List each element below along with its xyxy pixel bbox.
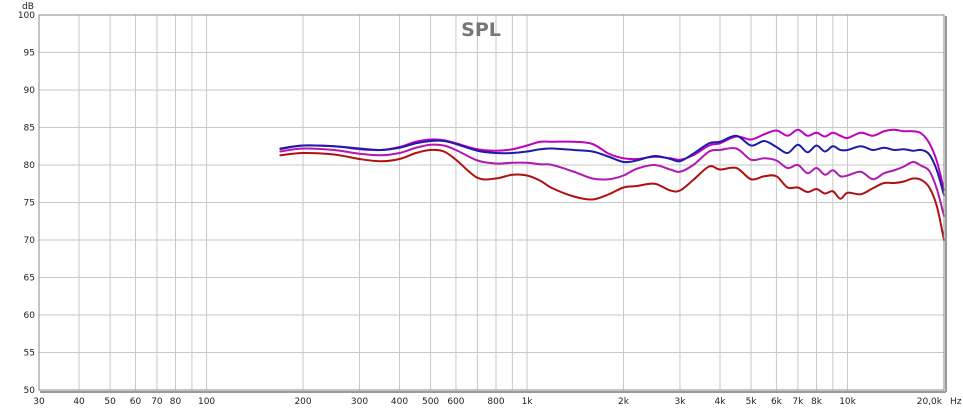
x-tick-label: 300 <box>351 397 368 407</box>
chart-title: SPL <box>461 19 501 41</box>
x-tick-label: 6k <box>771 397 783 407</box>
x-tick-label: 600 <box>447 397 464 407</box>
x-tick-label: 10k <box>839 397 856 407</box>
x-tick-label: 4k <box>715 397 727 407</box>
y-tick-label: 70 <box>24 236 36 246</box>
series-line-4 <box>279 148 945 241</box>
series-line-3 <box>279 143 945 217</box>
y-tick-label: 65 <box>24 274 35 284</box>
x-tick-label: 8k <box>811 397 823 407</box>
x-tick-label: 200 <box>294 397 311 407</box>
y-tick-label: 55 <box>24 349 35 359</box>
x-tick-label: 80 <box>170 397 182 407</box>
y-tick-label: 60 <box>24 311 36 321</box>
y-tick-label: 95 <box>24 49 35 59</box>
x-tick-label: 70 <box>151 397 163 407</box>
series-line-2 <box>279 134 945 196</box>
x-tick-label: 100 <box>198 397 215 407</box>
x-tick-label: 20,0k <box>917 397 943 407</box>
y-tick-label: 90 <box>24 86 36 96</box>
x-tick-label: 60 <box>130 397 142 407</box>
x-tick-label: 400 <box>391 397 408 407</box>
x-tick-label: 3k <box>674 397 686 407</box>
x-axis-unit-label: Hz <box>950 397 962 407</box>
y-tick-label: 75 <box>24 199 35 209</box>
y-tick-label: 85 <box>24 124 35 134</box>
y-tick-label: 100 <box>18 11 35 21</box>
label-layer: 50 55 60 65 70 75 80 85 90 95 100 30 40 50 60 70 80 100 20… <box>18 11 943 407</box>
plot-frame <box>38 14 945 391</box>
grid-layer <box>38 14 945 391</box>
x-tick-label: 5k <box>746 397 758 407</box>
y-tick-label: 50 <box>24 386 36 396</box>
series-line-1 <box>279 128 945 191</box>
x-tick-label: 40 <box>73 397 85 407</box>
y-axis-unit-label: dB <box>22 2 34 12</box>
x-tick-label: 50 <box>104 397 116 407</box>
series-layer <box>279 128 945 241</box>
x-tick-label: 800 <box>487 397 504 407</box>
x-tick-label: 7k <box>792 397 804 407</box>
frame-layer <box>38 14 947 393</box>
x-tick-label: 1k <box>522 397 534 407</box>
x-tick-label: 30 <box>33 397 45 407</box>
x-tick-label: 500 <box>422 397 439 407</box>
x-tick-label: 2k <box>618 397 630 407</box>
y-tick-label: 80 <box>24 161 36 171</box>
